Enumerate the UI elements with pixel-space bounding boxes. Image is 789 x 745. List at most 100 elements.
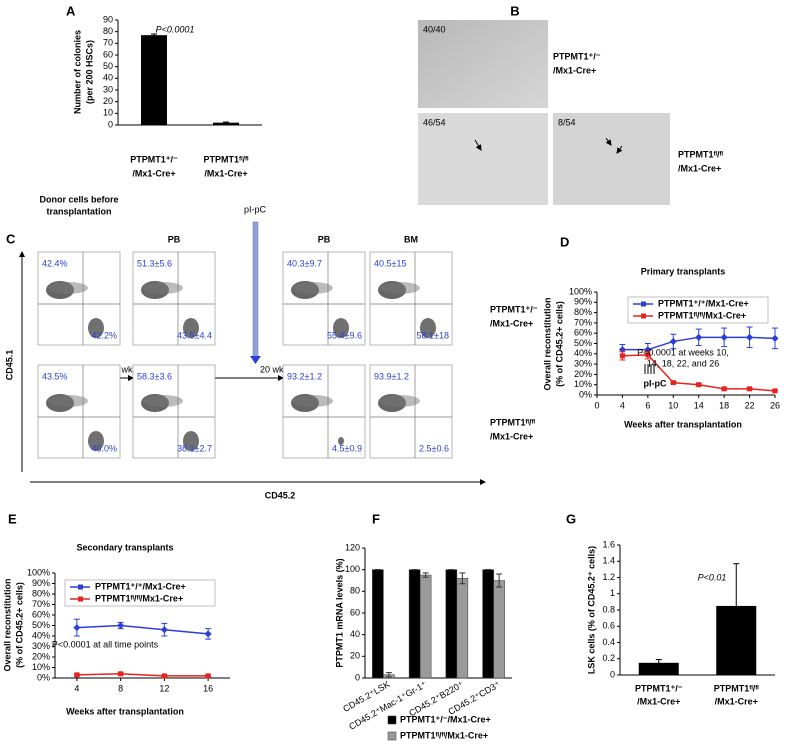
y-tick-label: 50%	[574, 338, 592, 348]
x-tick-label: 0	[594, 400, 599, 410]
y-tick-label: 0.4	[602, 637, 615, 647]
y-tick-label: 30	[103, 84, 113, 94]
y-tick-label: 0.2	[602, 653, 615, 663]
legend-marker	[78, 596, 83, 602]
point	[669, 337, 677, 345]
y-tick-label: 1.6	[602, 539, 615, 549]
y-tick-label: 40%	[574, 348, 592, 358]
cell-cluster	[338, 437, 344, 445]
treatment-arrow	[250, 356, 261, 364]
y-tick-label: 0%	[37, 672, 50, 682]
y-tick-label: 50	[103, 61, 113, 71]
x-axis-label: Weeks after transplantation	[66, 706, 184, 716]
gate-value: 43.5%	[42, 371, 68, 381]
y-tick-label: 30%	[32, 641, 50, 651]
cell-cluster	[293, 395, 333, 407]
y-tick-label: 120	[345, 542, 360, 552]
legend-label: PTPMT1ᶠˡ/ᶠˡ/Mx1-Cre+	[95, 593, 183, 603]
point	[204, 630, 212, 638]
genotype-label: PTPMT1ᶠˡ/ᶠˡ	[678, 149, 724, 159]
flow-plot	[369, 251, 453, 346]
chart-title: Primary transplants	[641, 266, 726, 276]
gate-value: 40.3±9.7	[287, 258, 322, 268]
cell-cluster	[333, 318, 349, 338]
y-tick-label: 100%	[569, 286, 592, 296]
legend-label: PTPMT1⁺/⁺/Mx1-Cre+	[95, 581, 186, 591]
y-tick-label: 40%	[32, 630, 50, 640]
x-tick-label: 8	[118, 683, 123, 693]
y-tick-label: 60%	[32, 609, 50, 619]
chart-title: Secondary transplants	[76, 542, 173, 552]
point	[644, 346, 652, 354]
micrograph	[418, 20, 548, 108]
column-header: Donor cells before	[39, 194, 118, 204]
genotype-label: PTPMT1⁺/⁻	[553, 51, 601, 61]
x-tick-label: /Mx1-Cre+	[204, 168, 247, 178]
gate-value: 58.3±3.6	[137, 371, 172, 381]
x-tick-label: 18	[719, 400, 729, 410]
flow-plot	[282, 364, 366, 459]
column-header: BM	[404, 234, 418, 244]
bar	[372, 569, 384, 679]
bar	[141, 35, 167, 125]
y-axis-label: Overall reconstitution	[542, 297, 552, 390]
legend-swatch	[387, 715, 397, 725]
flow-plot	[132, 364, 216, 459]
cell-cluster	[293, 282, 333, 294]
panel-label: C	[6, 231, 16, 246]
y-tick-label: 60%	[574, 328, 592, 338]
annotation: P<0.01	[698, 572, 727, 582]
y-tick-label: 100	[345, 564, 360, 574]
point	[670, 380, 676, 386]
cell-cluster	[88, 318, 104, 338]
cell-cluster	[88, 431, 104, 451]
y-tick-label: 10%	[574, 379, 592, 389]
micrograph	[553, 113, 670, 205]
flow-plot	[37, 364, 121, 459]
y-axis-label: LSK cells (% of CD45.2⁺ cells)	[586, 546, 596, 674]
bar	[419, 574, 432, 679]
gate-value: 55.4±9.6	[327, 330, 362, 340]
y-tick-label: 1.4	[602, 556, 615, 566]
gate-value: 2.5±0.6	[419, 443, 449, 453]
point	[205, 673, 211, 679]
bar	[482, 569, 494, 679]
y-tick-label: 90%	[32, 578, 50, 588]
flow-plot	[37, 251, 121, 346]
cell-cluster	[183, 318, 199, 338]
treatment-bar	[252, 221, 259, 359]
annotation: P<0.0001 at weeks 10,	[637, 347, 729, 357]
pointer-arrow	[616, 145, 623, 154]
y-tick-label: 10	[103, 108, 113, 118]
y-tick-label: 40	[350, 629, 360, 639]
bar	[408, 569, 421, 679]
legend-label: PTPMT1⁺/⁺/Mx1-Cre+	[658, 298, 749, 308]
pointer-arrow	[605, 137, 612, 146]
panel-label: G	[566, 511, 576, 526]
annotation: P<0.0001 at all time points	[52, 639, 159, 649]
flow-plot	[132, 251, 216, 346]
gate-value: 42.2%	[91, 330, 117, 340]
y-tick-label: 20%	[32, 651, 50, 661]
y-tick-label: 0%	[579, 389, 592, 399]
cell-cluster	[420, 318, 436, 338]
x-tick-label: 26	[770, 400, 780, 410]
gate-value: 46.0%	[91, 443, 117, 453]
y-axis-label: PTPMT1 mRNA levels (%)	[334, 558, 344, 667]
point	[117, 621, 125, 630]
legend-box	[627, 296, 769, 324]
y-axis-label: (per 200 HSCs)	[84, 40, 94, 104]
cell-cluster	[380, 395, 420, 407]
cell-cluster	[48, 395, 88, 407]
x-tick-label: PTPMT1ᶠˡ/ᶠˡ	[714, 683, 760, 693]
y-tick-label: 70%	[574, 317, 592, 327]
cell-cluster	[48, 282, 88, 294]
y-tick-label: 1	[610, 588, 615, 598]
y-tick-label: 80%	[574, 307, 592, 317]
gate-value: 93.2±1.2	[287, 371, 322, 381]
x-tick-label: 16	[203, 683, 213, 693]
x-tick-label: /Mx1-Cre+	[715, 696, 758, 706]
legend-marker	[641, 301, 646, 307]
row-label: /Mx1-Cre+	[490, 318, 533, 328]
